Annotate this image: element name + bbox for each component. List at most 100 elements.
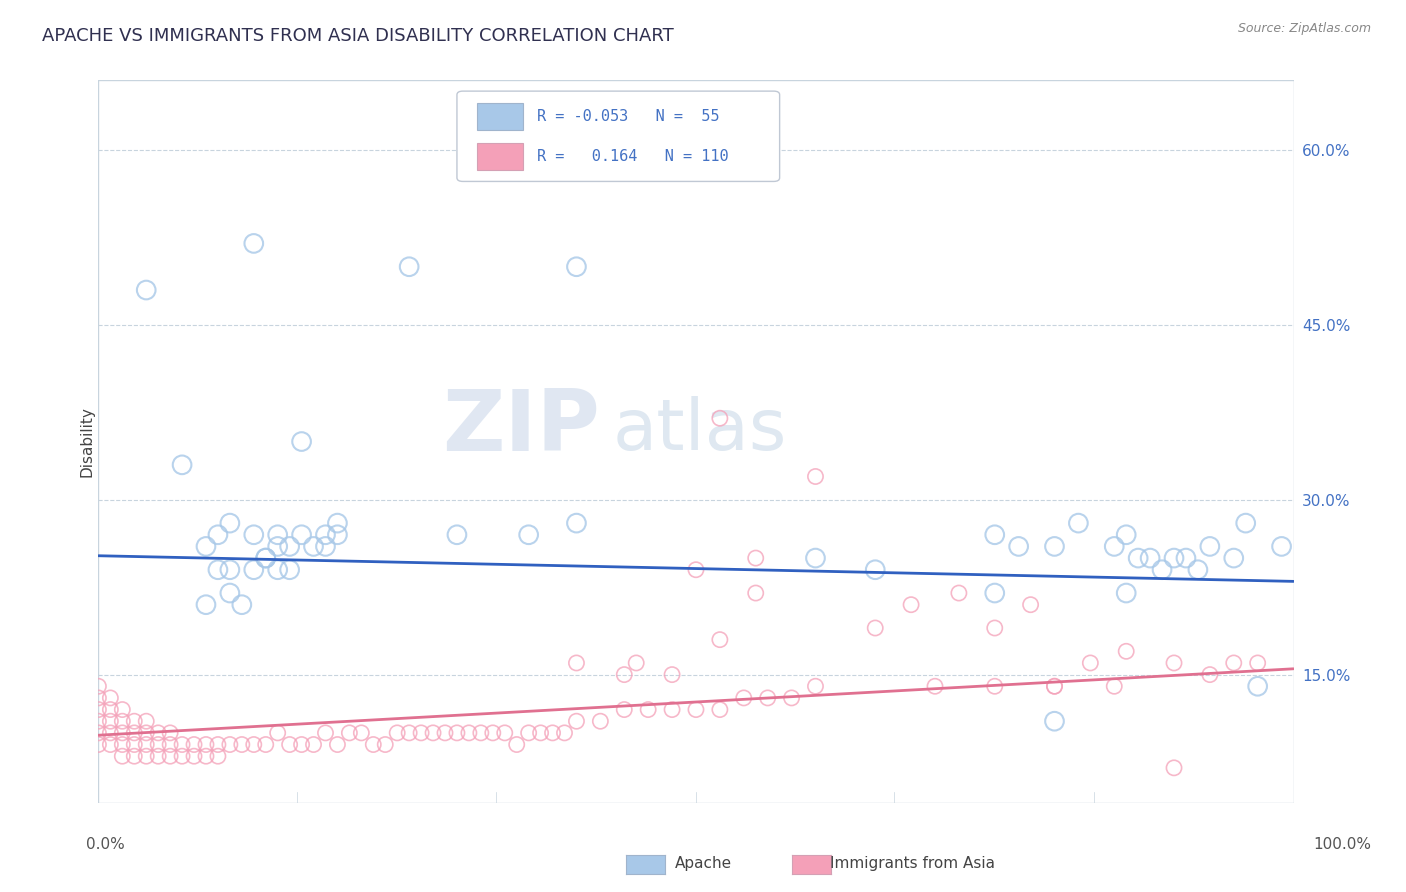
Point — [87, 738, 110, 752]
Point — [98, 690, 122, 705]
FancyBboxPatch shape — [457, 91, 780, 181]
Point — [124, 714, 146, 729]
Point — [148, 749, 170, 764]
Point — [1115, 644, 1137, 658]
Point — [219, 516, 242, 530]
Point — [984, 621, 1007, 635]
Point — [219, 586, 242, 600]
Point — [398, 260, 420, 274]
Point — [111, 702, 134, 716]
Point — [278, 540, 301, 554]
Point — [626, 656, 648, 670]
Point — [87, 714, 110, 729]
Point — [219, 563, 242, 577]
Point — [159, 738, 181, 752]
Point — [98, 726, 122, 740]
Point — [98, 714, 122, 729]
Point — [87, 726, 110, 740]
Point — [1008, 540, 1031, 554]
Point — [554, 726, 576, 740]
Point — [685, 702, 707, 716]
Point — [1223, 551, 1246, 566]
Point — [637, 702, 659, 716]
Point — [446, 528, 468, 542]
Point — [172, 458, 194, 472]
Point — [195, 598, 218, 612]
Point — [709, 632, 731, 647]
Point — [385, 726, 409, 740]
Point — [326, 528, 349, 542]
Point — [411, 726, 433, 740]
Point — [446, 726, 468, 740]
Text: Immigrants from Asia: Immigrants from Asia — [830, 856, 994, 871]
Point — [1139, 551, 1161, 566]
Point — [1199, 667, 1222, 681]
Point — [1234, 516, 1257, 530]
Point — [135, 283, 157, 297]
Point — [363, 738, 385, 752]
Point — [243, 563, 266, 577]
Point — [1271, 540, 1294, 554]
Point — [865, 563, 887, 577]
Point — [506, 738, 529, 752]
Point — [1247, 679, 1270, 693]
Point — [183, 749, 205, 764]
Text: 0.0%: 0.0% — [86, 838, 125, 852]
Point — [685, 563, 707, 577]
Point — [267, 563, 290, 577]
Point — [172, 749, 194, 764]
Point — [350, 726, 373, 740]
Point — [111, 714, 134, 729]
Point — [302, 540, 325, 554]
Point — [900, 598, 922, 612]
Point — [422, 726, 444, 740]
Y-axis label: Disability: Disability — [80, 406, 94, 477]
FancyBboxPatch shape — [477, 143, 523, 169]
Point — [195, 738, 218, 752]
Point — [148, 738, 170, 752]
Point — [291, 434, 314, 449]
Point — [1043, 540, 1066, 554]
Point — [159, 726, 181, 740]
Point — [219, 738, 242, 752]
Point — [565, 656, 588, 670]
Point — [243, 236, 266, 251]
Point — [267, 726, 290, 740]
Point — [1187, 563, 1209, 577]
Point — [243, 738, 266, 752]
Point — [98, 702, 122, 716]
FancyBboxPatch shape — [477, 103, 523, 129]
Point — [278, 738, 301, 752]
Text: atlas: atlas — [613, 396, 787, 466]
Point — [195, 540, 218, 554]
Point — [458, 726, 481, 740]
Point — [326, 738, 349, 752]
Point — [374, 738, 396, 752]
Point — [135, 726, 157, 740]
Point — [613, 667, 636, 681]
Point — [1247, 656, 1270, 670]
Point — [709, 702, 731, 716]
Point — [87, 702, 110, 716]
Point — [254, 738, 277, 752]
Point — [1163, 656, 1185, 670]
Point — [1175, 551, 1198, 566]
Text: R =   0.164   N = 110: R = 0.164 N = 110 — [537, 149, 728, 164]
Point — [1152, 563, 1174, 577]
Point — [302, 738, 325, 752]
Point — [315, 528, 337, 542]
Point — [804, 679, 827, 693]
Point — [434, 726, 457, 740]
Point — [661, 667, 683, 681]
Point — [804, 551, 827, 566]
Point — [1115, 528, 1137, 542]
Point — [470, 726, 492, 740]
Point — [135, 714, 157, 729]
Point — [494, 726, 516, 740]
Point — [733, 690, 755, 705]
Point — [291, 738, 314, 752]
Point — [1104, 679, 1126, 693]
Point — [481, 726, 505, 740]
Point — [924, 679, 946, 693]
Point — [87, 690, 110, 705]
